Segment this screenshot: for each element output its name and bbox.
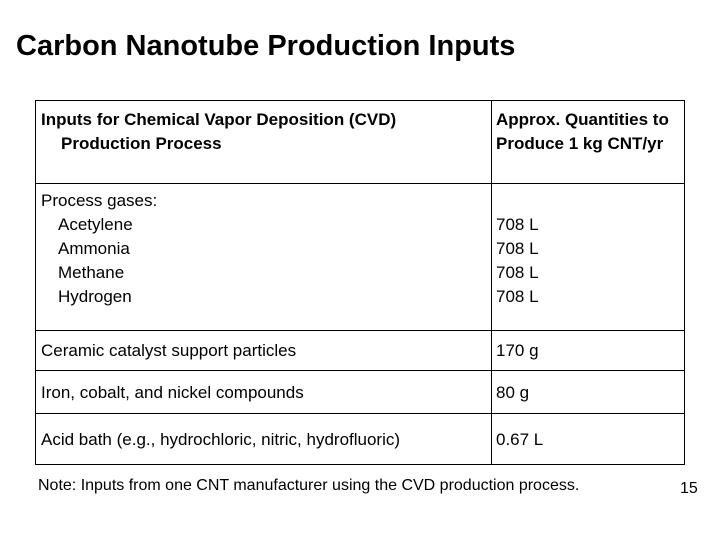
column-divider xyxy=(491,101,492,464)
footnote: Note: Inputs from one CNT manufacturer u… xyxy=(38,477,580,494)
gas-quantity: 708 L xyxy=(496,287,539,306)
gas-name: Ammonia xyxy=(58,239,130,258)
table-row: Acid bath (e.g., hydrochloric, nitric, h… xyxy=(36,414,684,466)
header-cell: Inputs for Chemical Vapor Deposition (CV… xyxy=(41,110,397,153)
table-cell: 0.67 L xyxy=(496,430,544,449)
gas-name: Acetylene xyxy=(58,215,133,234)
gases-label: Process gases: xyxy=(41,191,158,210)
table-row: Ceramic catalyst support particles 170 g xyxy=(36,331,684,371)
slide-title: Carbon Nanotube Production Inputs xyxy=(16,30,516,62)
table-cell: Ceramic catalyst support particles xyxy=(41,341,297,360)
gas-quantities: 708 L 708 L 708 L 708 L xyxy=(496,213,681,309)
gas-name: Methane xyxy=(58,263,125,282)
table-cell: 170 g xyxy=(496,341,539,360)
gas-list: Acetylene Ammonia Methane Hydrogen xyxy=(41,213,498,309)
header-row: Inputs for Chemical Vapor Deposition (CV… xyxy=(36,101,684,184)
gas-name: Hydrogen xyxy=(58,287,132,306)
table-cell: Iron, cobalt, and nickel compounds xyxy=(41,382,304,402)
page-number: 15 xyxy=(680,480,698,497)
gas-quantity: 708 L xyxy=(496,215,539,234)
gas-quantity: 708 L xyxy=(496,263,539,282)
table-cell: Acid bath (e.g., hydrochloric, nitric, h… xyxy=(41,430,401,449)
table-cell: 80 g xyxy=(496,382,530,402)
table-row: Iron, cobalt, and nickel compounds 80 g xyxy=(36,371,684,414)
table: Inputs for Chemical Vapor Deposition (CV… xyxy=(35,100,685,465)
gas-quantity: 708 L xyxy=(496,239,539,258)
gases-row: Process gases: Acetylene Ammonia Methane Hy… xyxy=(36,184,684,331)
header-cell: Approx. Quantities to Produce 1 kg CNT/y… xyxy=(496,110,669,153)
